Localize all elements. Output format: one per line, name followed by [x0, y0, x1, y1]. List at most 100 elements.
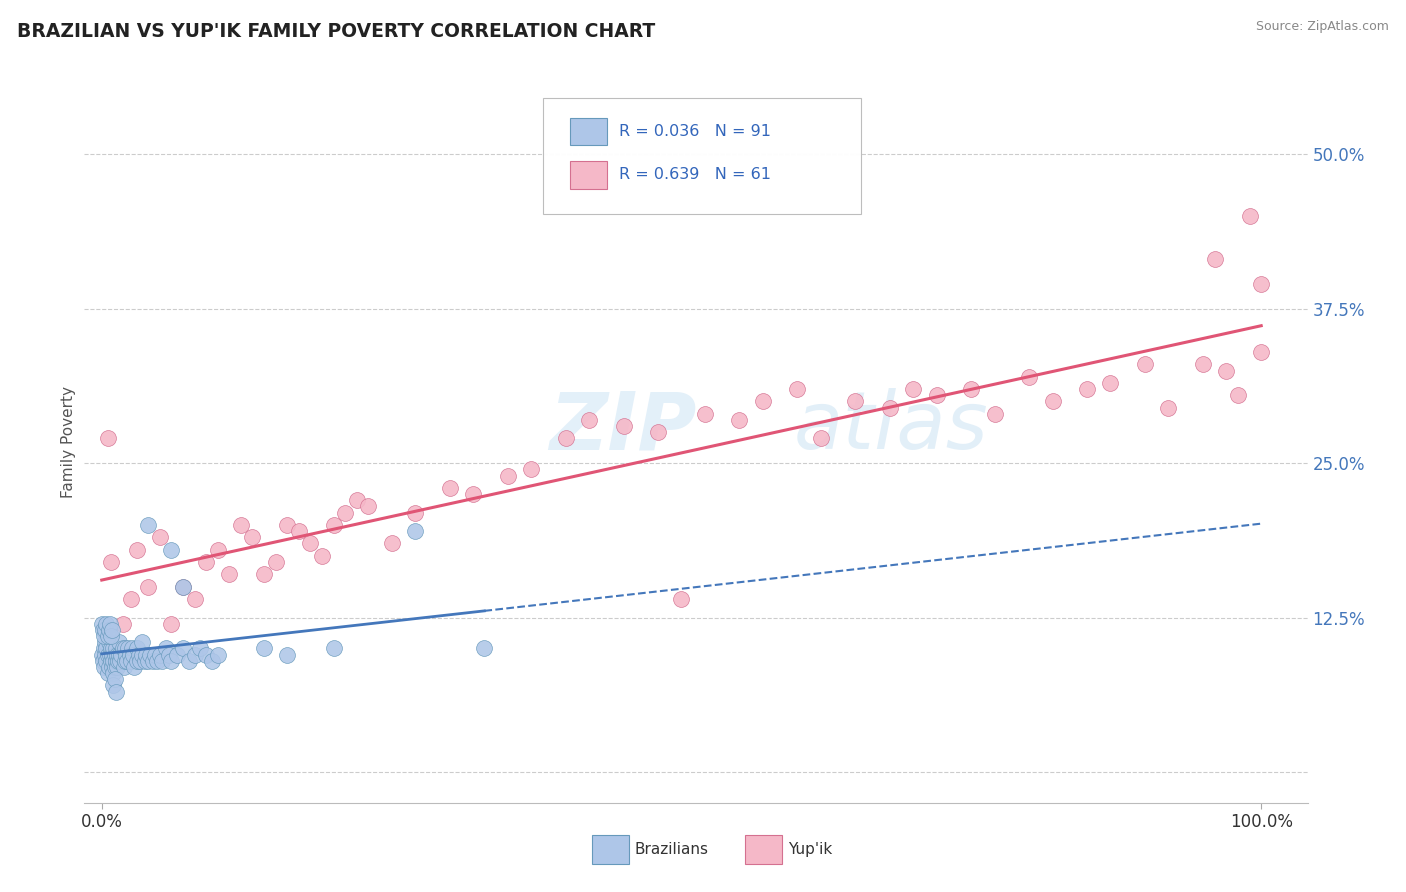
Point: [229, 517, 252, 532]
Point: [111, 641, 134, 656]
Point: [253, 567, 276, 582]
Point: [107, 654, 129, 668]
Point: [98, 629, 121, 643]
Point: [136, 654, 159, 668]
Point: [103, 654, 125, 668]
Point: [103, 641, 125, 656]
Bar: [569, 161, 606, 189]
Point: [143, 648, 166, 662]
FancyBboxPatch shape: [543, 98, 860, 214]
Point: [983, 407, 1005, 421]
Point: [879, 401, 901, 415]
Point: [100, 629, 122, 643]
Point: [94, 635, 117, 649]
Point: [121, 641, 143, 656]
Point: [103, 678, 125, 692]
Point: [93, 660, 115, 674]
Point: [519, 462, 541, 476]
Point: [94, 648, 117, 662]
Point: [195, 648, 218, 662]
Point: [125, 542, 148, 557]
Point: [264, 555, 287, 569]
Point: [114, 654, 136, 668]
Point: [100, 654, 122, 668]
Point: [166, 648, 188, 662]
Point: [125, 641, 148, 656]
Point: [104, 654, 127, 668]
Point: [253, 641, 276, 656]
Point: [142, 654, 165, 668]
Point: [276, 517, 298, 532]
Point: [1135, 357, 1157, 371]
Point: [103, 666, 125, 681]
Point: [131, 635, 153, 649]
Point: [120, 654, 142, 668]
Point: [96, 629, 118, 643]
Point: [122, 660, 145, 674]
Point: [1215, 363, 1237, 377]
Point: [91, 623, 114, 637]
Point: [1250, 277, 1272, 291]
Point: [693, 407, 716, 421]
Point: [172, 580, 194, 594]
Point: [1042, 394, 1064, 409]
Point: [115, 648, 138, 662]
Point: [346, 493, 368, 508]
Point: [160, 542, 183, 557]
Point: [335, 506, 357, 520]
Point: [136, 517, 159, 532]
Point: [128, 648, 150, 662]
Point: [105, 660, 128, 674]
Point: [104, 641, 127, 656]
Point: [1239, 209, 1261, 223]
Bar: [569, 118, 606, 145]
Point: [218, 567, 240, 582]
Point: [578, 413, 600, 427]
Point: [1250, 345, 1272, 359]
Point: [135, 648, 157, 662]
Point: [96, 666, 118, 681]
Y-axis label: Family Poverty: Family Poverty: [60, 385, 76, 498]
Point: [96, 616, 118, 631]
Point: [94, 623, 117, 637]
Point: [134, 654, 156, 668]
Point: [1192, 357, 1215, 371]
Point: [612, 419, 634, 434]
Point: [844, 394, 866, 409]
Point: [103, 660, 125, 674]
Point: [103, 648, 125, 662]
Point: [149, 648, 172, 662]
Point: [96, 641, 118, 656]
Point: [96, 648, 118, 662]
Point: [1227, 388, 1250, 402]
Text: R = 0.036   N = 91: R = 0.036 N = 91: [619, 124, 770, 139]
Text: Brazilians: Brazilians: [636, 842, 709, 857]
Point: [311, 549, 333, 563]
Point: [112, 660, 135, 674]
Point: [98, 616, 121, 631]
Point: [118, 648, 141, 662]
Point: [381, 536, 404, 550]
Point: [150, 654, 173, 668]
Point: [439, 481, 461, 495]
Point: [114, 641, 136, 656]
Point: [1099, 376, 1122, 390]
Point: [474, 641, 496, 656]
Point: [188, 641, 211, 656]
Point: [139, 648, 162, 662]
Point: [101, 660, 124, 674]
Point: [404, 524, 426, 538]
Point: [751, 394, 773, 409]
Point: [554, 432, 576, 446]
Point: [146, 654, 169, 668]
Point: [108, 648, 131, 662]
Point: [810, 432, 832, 446]
Point: [93, 641, 115, 656]
Point: [101, 623, 124, 637]
Point: [172, 580, 194, 594]
Point: [1018, 369, 1040, 384]
Point: [105, 648, 128, 662]
Point: [183, 648, 205, 662]
Point: [111, 616, 134, 631]
Point: [183, 592, 205, 607]
